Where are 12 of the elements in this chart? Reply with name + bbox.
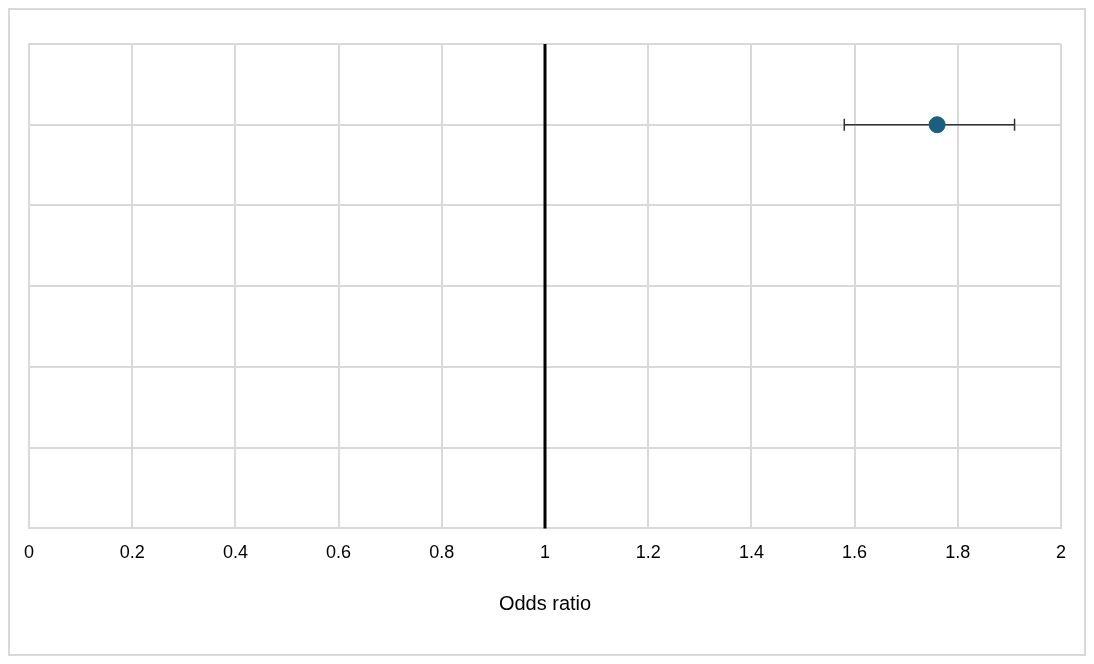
x-tick-label: 0.8: [429, 542, 455, 563]
x-tick-label: 1.8: [945, 542, 971, 563]
x-tick-label: 1.4: [738, 542, 764, 563]
x-tick-label: 0.6: [326, 542, 352, 563]
x-tick-label: 0: [24, 542, 35, 563]
x-axis-title: Odds ratio: [498, 591, 592, 614]
x-tick-label: 2: [1055, 542, 1066, 563]
x-tick-label: 0.2: [119, 542, 145, 563]
x-tick-label: 1.6: [842, 542, 868, 563]
x-tick-label: 1.2: [635, 542, 661, 563]
x-tick-label: 0.4: [222, 542, 248, 563]
x-tick-label: 1: [539, 542, 551, 563]
